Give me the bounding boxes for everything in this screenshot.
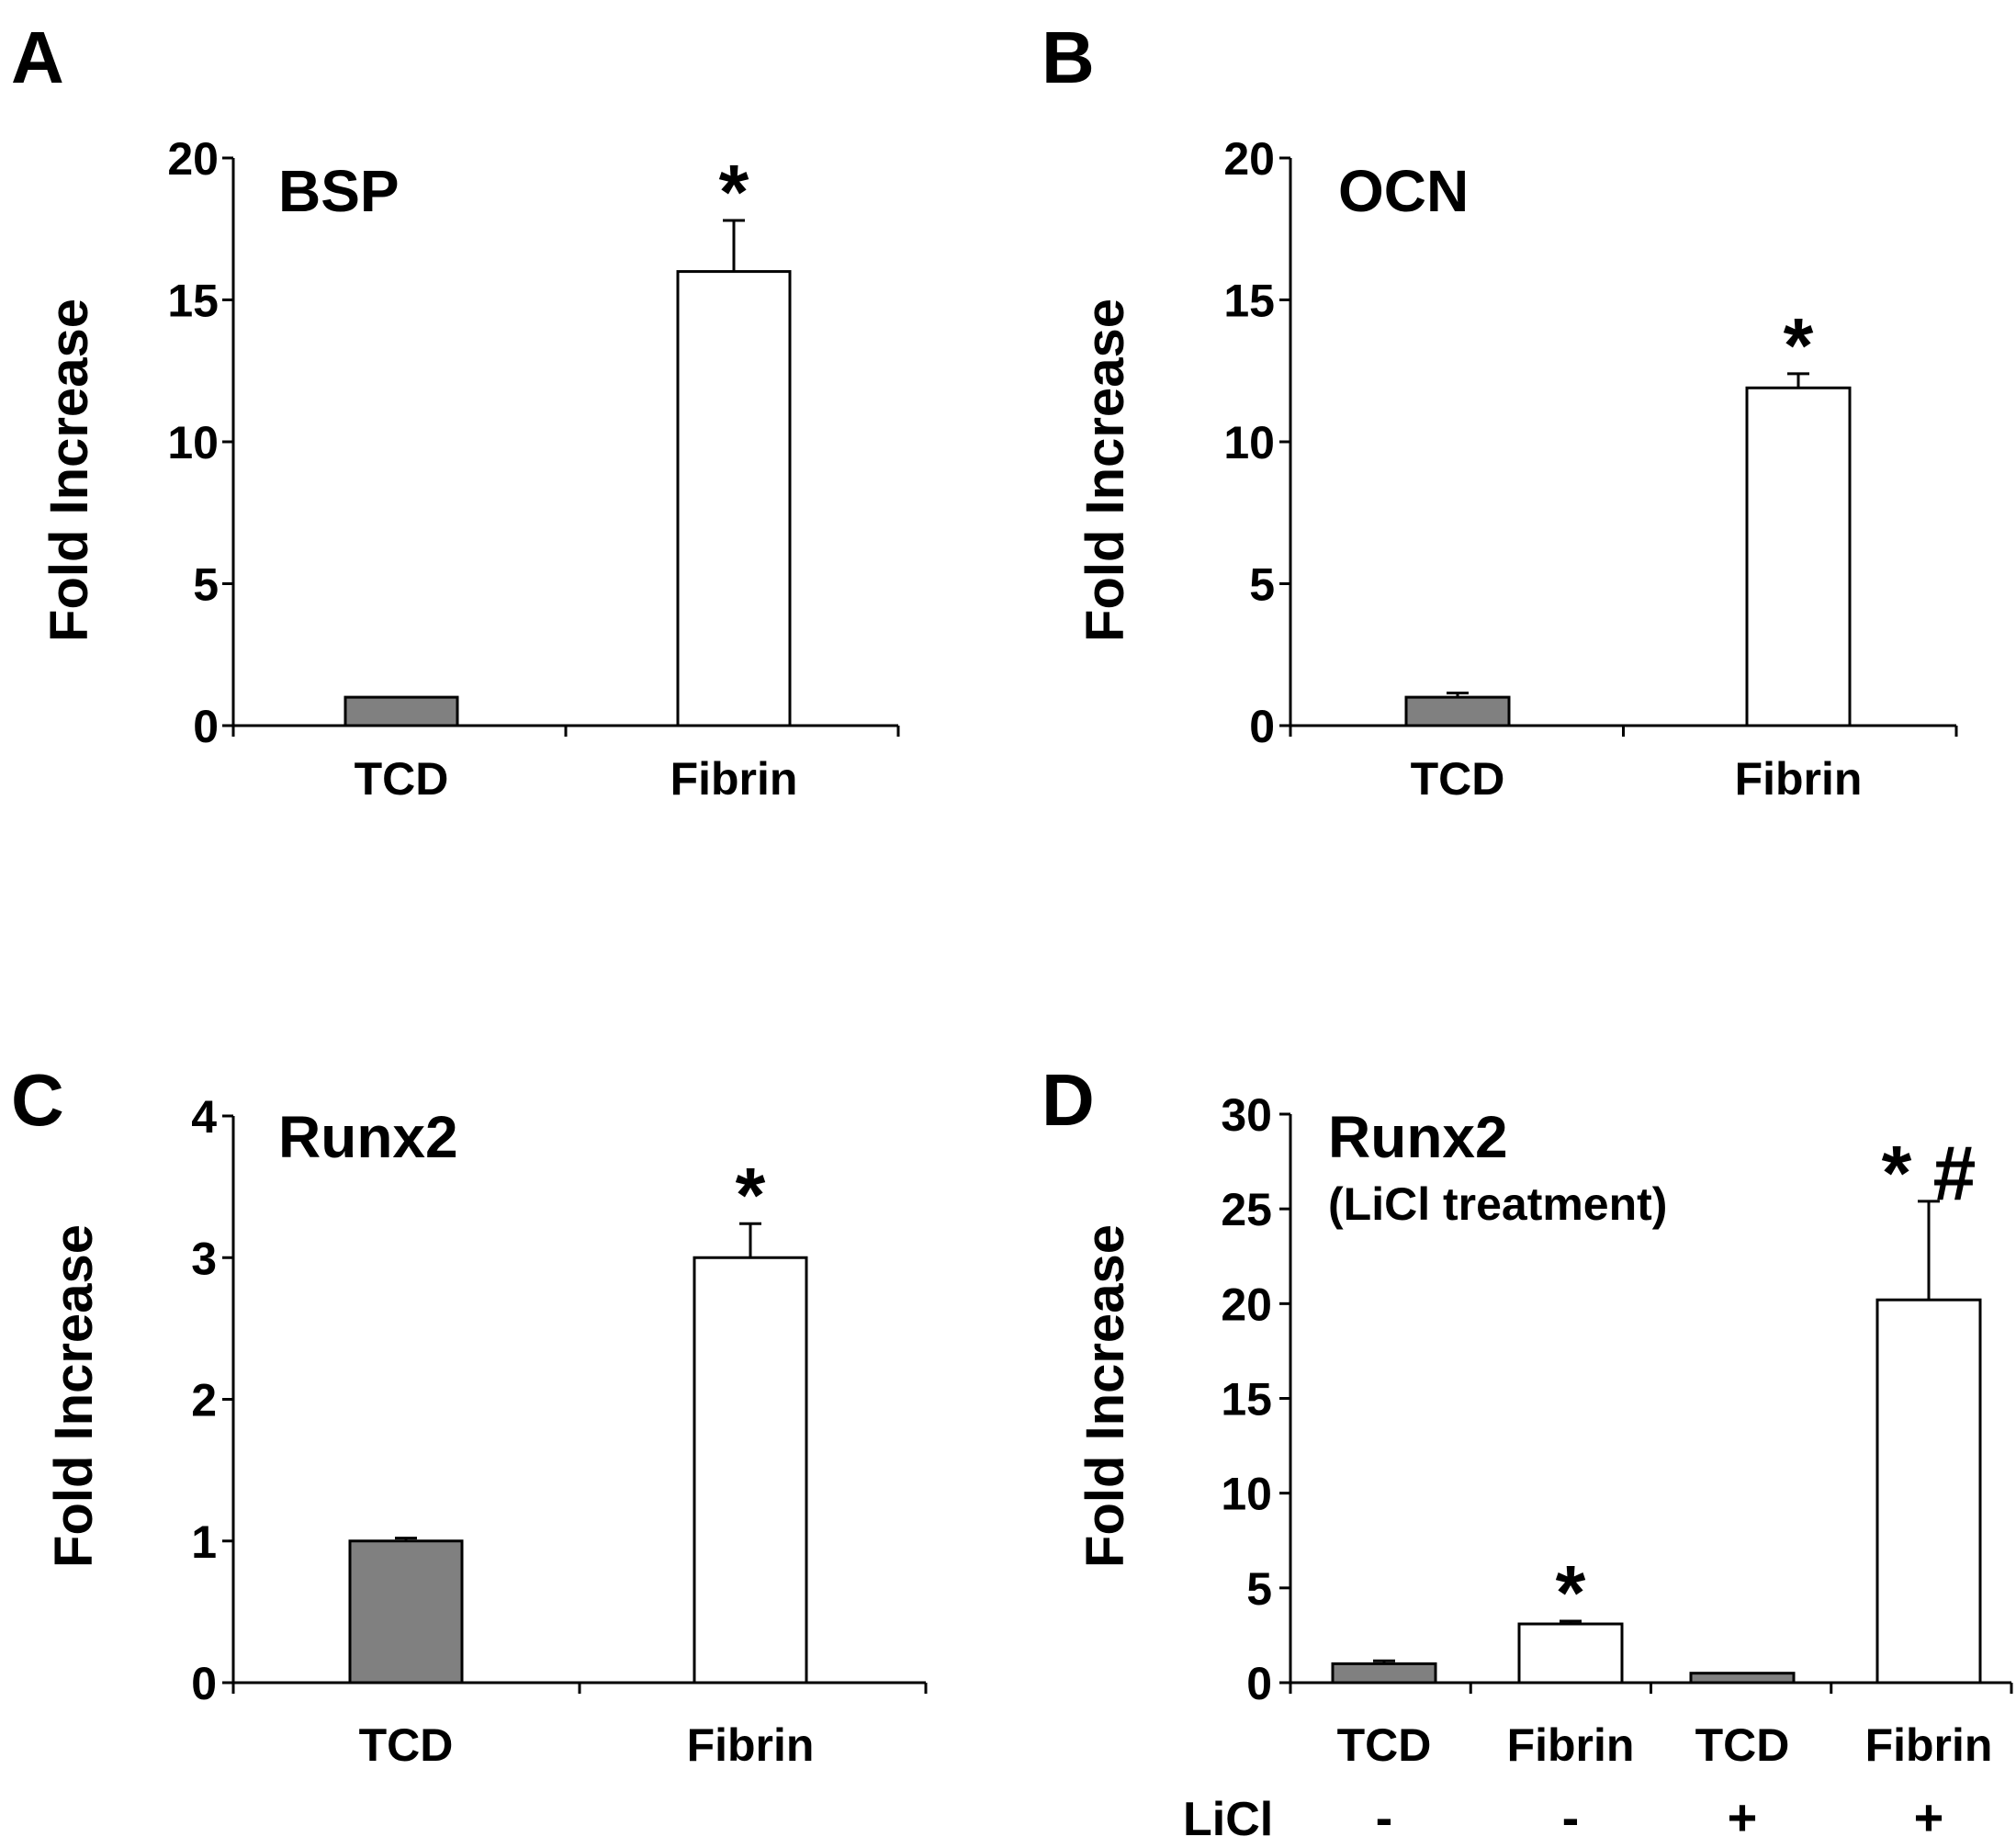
panel-c-ylabel: Fold Increase xyxy=(44,1224,104,1568)
panel-label-b: B xyxy=(1042,17,1095,98)
panel-c-title: Runx2 xyxy=(278,1104,458,1170)
y-tick-label: 0 xyxy=(1249,701,1275,752)
panel-c: C 0 1 2 3 4 TCD * Fibrin Runx2 Fold Increase xyxy=(11,1059,928,1771)
licl-sign: - xyxy=(1376,1788,1393,1846)
licl-sign: + xyxy=(1914,1788,1944,1846)
significance-mark: * xyxy=(1556,1549,1586,1636)
panel-b: B 0 5 10 15 20 TCD * Fibrin OCN Fold Increase xyxy=(1042,17,1958,805)
panel-a-title: BSP xyxy=(278,158,400,224)
category-label: TCD xyxy=(359,1719,454,1771)
y-tick-label: 20 xyxy=(167,133,219,185)
category-label: TCD xyxy=(1337,1719,1432,1771)
y-tick-label: 5 xyxy=(1246,1563,1272,1615)
bar-fibrin xyxy=(1745,386,1852,727)
panel-d-ylabel: Fold Increase xyxy=(1076,1224,1135,1568)
category-label: Fibrin xyxy=(1735,753,1863,805)
bar-tcd xyxy=(1689,1672,1796,1685)
bar-fibrin xyxy=(676,270,792,727)
bar-tcd xyxy=(348,1539,464,1685)
panel-d-axes: 0 5 10 15 20 25 30 TCD - * Fibrin - TCD + * # Fibrin + xyxy=(1221,1089,2013,1846)
significance-mark: * xyxy=(1784,302,1814,389)
y-tick-label: 5 xyxy=(193,559,219,611)
licl-sign: + xyxy=(1728,1788,1758,1846)
bar-tcd xyxy=(1404,695,1511,727)
y-tick-label: 10 xyxy=(1223,417,1275,468)
panel-d-subtitle: (LiCl treatment) xyxy=(1328,1178,1667,1230)
panel-label-d: D xyxy=(1042,1059,1095,1141)
panel-a-axes: 0 5 10 15 20 TCD * Fibrin xyxy=(167,133,900,805)
y-tick-label: 25 xyxy=(1221,1184,1272,1235)
y-tick-label: 20 xyxy=(1221,1279,1272,1330)
significance-mark: * xyxy=(719,149,749,235)
panel-b-axes: 0 5 10 15 20 TCD * Fibrin xyxy=(1223,133,1958,805)
y-tick-label: 10 xyxy=(167,417,219,468)
panel-d-title: Runx2 xyxy=(1328,1104,1508,1170)
y-tick-label: 20 xyxy=(1223,133,1275,185)
y-tick-label: 4 xyxy=(191,1091,217,1143)
significance-mark: * # xyxy=(1882,1130,1977,1216)
y-tick-label: 15 xyxy=(167,276,219,327)
y-tick-label: 5 xyxy=(1249,559,1275,611)
panel-d-licl-label: LiCl xyxy=(1183,1793,1273,1846)
category-label: Fibrin xyxy=(1865,1719,1993,1771)
category-label: Fibrin xyxy=(670,753,798,805)
significance-mark: * xyxy=(736,1152,766,1238)
y-tick-label: 2 xyxy=(191,1375,217,1426)
y-tick-label: 0 xyxy=(193,701,219,752)
panel-label-a: A xyxy=(11,17,64,98)
bar-fibrin xyxy=(693,1256,808,1685)
bar-fibrin xyxy=(1517,1622,1624,1685)
bar-tcd xyxy=(1331,1662,1437,1685)
panel-label-c: C xyxy=(11,1059,64,1141)
bar-tcd xyxy=(344,695,459,727)
y-tick-label: 10 xyxy=(1221,1469,1272,1520)
category-label: TCD xyxy=(355,753,449,805)
y-tick-label: 1 xyxy=(191,1516,217,1568)
y-tick-label: 0 xyxy=(1246,1658,1272,1709)
panel-b-title: OCN xyxy=(1338,158,1469,224)
category-label: Fibrin xyxy=(1507,1719,1635,1771)
panel-a-ylabel: Fold Increase xyxy=(39,299,99,642)
y-tick-label: 0 xyxy=(191,1658,217,1709)
y-tick-label: 3 xyxy=(191,1233,217,1284)
y-tick-label: 30 xyxy=(1221,1089,1272,1141)
y-tick-label: 15 xyxy=(1221,1374,1272,1425)
panel-d: D 0 5 10 15 20 25 30 TCD - * Fibrin - TCD + * # Fibrin +… xyxy=(1042,1059,2013,1846)
category-label: TCD xyxy=(1695,1719,1790,1771)
category-label: Fibrin xyxy=(687,1719,815,1771)
y-tick-label: 15 xyxy=(1223,276,1275,327)
bar-fibrin xyxy=(1875,1298,1982,1685)
panel-a: A 0 5 10 15 20 TCD * Fibrin BSP Fold Increase xyxy=(11,17,900,805)
panel-b-ylabel: Fold Increase xyxy=(1076,299,1135,642)
category-label: TCD xyxy=(1411,753,1505,805)
panel-c-axes: 0 1 2 3 4 TCD * Fibrin xyxy=(191,1091,928,1771)
licl-sign: - xyxy=(1562,1788,1580,1846)
